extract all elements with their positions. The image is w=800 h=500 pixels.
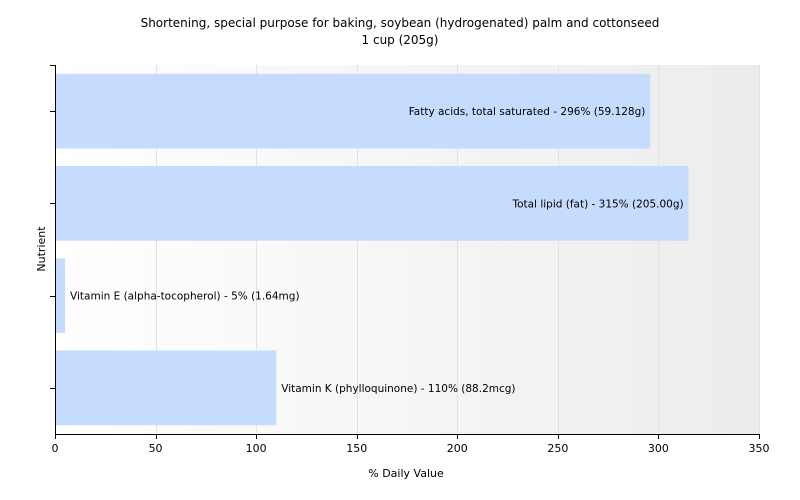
- bars: [56, 73, 689, 426]
- bar-data-label-1: Total lipid (fat) - 315% (205.00g): [511, 198, 683, 210]
- x-tick-label-5: 250: [547, 442, 568, 455]
- x-tick-label-1: 50: [149, 442, 163, 455]
- y-axis-title: Nutrient: [35, 226, 48, 272]
- x-tick-label-0: 0: [52, 442, 59, 455]
- x-tick-label-6: 300: [648, 442, 669, 455]
- bar-data-label-3: Vitamin K (phylloquinone) - 110% (88.2mc…: [281, 383, 515, 395]
- bar-2: [56, 258, 66, 333]
- labels: Fatty acids, total saturated - 296% (59.…: [70, 106, 684, 395]
- chart-title: Shortening, special purpose for baking, …: [141, 16, 660, 30]
- x-tick-label-4: 200: [447, 442, 468, 455]
- x-tick-label-7: 350: [749, 442, 770, 455]
- bar-1: [56, 166, 689, 241]
- x-tick-label-3: 150: [346, 442, 367, 455]
- axes: 0 50 100 150 200 250 300 350: [50, 65, 770, 455]
- bar-3: [56, 350, 277, 426]
- x-tick-label-2: 100: [246, 442, 267, 455]
- bar-data-label-2: Vitamin E (alpha-tocopherol) - 5% (1.64m…: [70, 291, 299, 303]
- x-axis-title: % Daily Value: [368, 467, 444, 480]
- bar-data-label-0: Fatty acids, total saturated - 296% (59.…: [409, 106, 646, 118]
- bar-0: [56, 73, 651, 149]
- chart-subtitle: 1 cup (205g): [362, 33, 439, 47]
